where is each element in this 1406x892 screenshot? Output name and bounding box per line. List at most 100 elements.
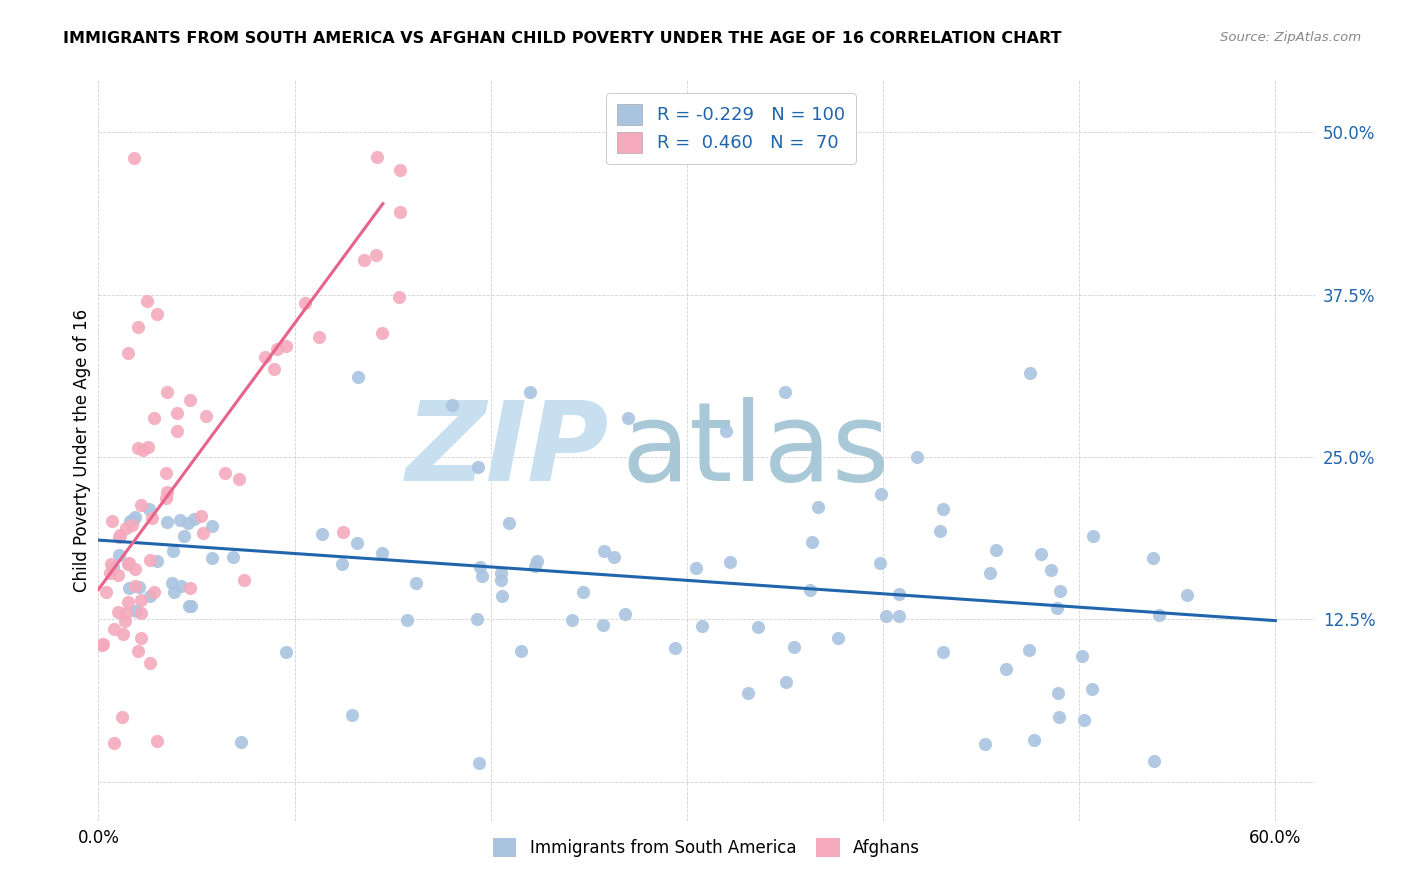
- Point: [120, 514, 142, 528]
- Point: [162, 544, 184, 558]
- Point: [101, 515, 124, 529]
- Point: [107, 606, 129, 620]
- Point: [139, 553, 162, 567]
- Point: [179, 599, 201, 614]
- Point: [1081, 681, 1104, 696]
- Point: [593, 544, 616, 558]
- Point: [887, 608, 910, 623]
- Point: [129, 606, 152, 620]
- Point: [124, 562, 146, 576]
- Point: [127, 320, 149, 334]
- Point: [114, 614, 136, 628]
- Point: [346, 369, 368, 384]
- Point: [179, 393, 201, 408]
- Point: [125, 604, 148, 618]
- Point: [115, 606, 138, 620]
- Point: [111, 710, 134, 724]
- Point: [112, 626, 135, 640]
- Point: [233, 573, 256, 587]
- Point: [107, 549, 129, 563]
- Legend: Immigrants from South America, Afghans: Immigrants from South America, Afghans: [486, 831, 927, 864]
- Point: [156, 384, 179, 399]
- Point: [932, 645, 955, 659]
- Point: [143, 410, 166, 425]
- Point: [169, 579, 191, 593]
- Point: [1019, 366, 1042, 380]
- Point: [1029, 547, 1052, 561]
- Point: [142, 585, 165, 599]
- Point: [179, 581, 201, 595]
- Point: [467, 756, 489, 770]
- Point: [489, 573, 512, 587]
- Point: [465, 612, 488, 626]
- Point: [498, 516, 520, 531]
- Point: [228, 472, 250, 486]
- Text: Source: ZipAtlas.com: Source: ZipAtlas.com: [1220, 31, 1361, 45]
- Point: [889, 587, 911, 601]
- Point: [592, 617, 614, 632]
- Point: [103, 622, 125, 636]
- Point: [931, 502, 953, 516]
- Point: [1081, 529, 1104, 543]
- Point: [389, 162, 412, 177]
- Point: [875, 609, 897, 624]
- Point: [101, 560, 124, 574]
- Point: [1040, 563, 1063, 577]
- Point: [405, 575, 427, 590]
- Point: [266, 342, 288, 356]
- Point: [155, 491, 177, 505]
- Text: IMMIGRANTS FROM SOUTH AMERICA VS AFGHAN CHILD POVERTY UNDER THE AGE OF 16 CORREL: IMMIGRANTS FROM SOUTH AMERICA VS AFGHAN …: [63, 31, 1062, 46]
- Point: [1143, 754, 1166, 768]
- Point: [156, 515, 179, 529]
- Point: [145, 734, 167, 748]
- Point: [94, 584, 117, 599]
- Y-axis label: Child Poverty Under the Age of 16: Child Poverty Under the Age of 16: [73, 309, 91, 592]
- Point: [138, 656, 160, 670]
- Point: [364, 247, 387, 261]
- Point: [775, 674, 797, 689]
- Point: [603, 549, 626, 564]
- Point: [173, 529, 195, 543]
- Point: [718, 556, 741, 570]
- Point: [115, 521, 138, 535]
- Point: [132, 443, 155, 458]
- Point: [773, 384, 796, 399]
- Point: [799, 583, 821, 598]
- Point: [1046, 686, 1069, 700]
- Point: [366, 150, 388, 164]
- Point: [974, 737, 997, 751]
- Point: [156, 485, 179, 500]
- Point: [346, 536, 368, 550]
- Point: [129, 498, 152, 512]
- Point: [195, 409, 218, 423]
- Point: [121, 513, 143, 527]
- Point: [685, 561, 707, 575]
- Point: [614, 607, 637, 622]
- Point: [127, 442, 149, 456]
- Point: [166, 424, 188, 438]
- Point: [617, 411, 640, 425]
- Point: [737, 686, 759, 700]
- Point: [294, 296, 316, 310]
- Point: [166, 406, 188, 420]
- Point: [183, 512, 205, 526]
- Point: [1047, 710, 1070, 724]
- Point: [1147, 608, 1170, 623]
- Point: [254, 350, 277, 364]
- Point: [117, 581, 139, 595]
- Point: [491, 590, 513, 604]
- Point: [342, 708, 364, 723]
- Point: [1073, 713, 1095, 727]
- Point: [91, 637, 114, 651]
- Point: [214, 467, 236, 481]
- Point: [571, 585, 593, 599]
- Point: [117, 346, 139, 360]
- Point: [1046, 601, 1069, 615]
- Point: [869, 557, 891, 571]
- Point: [117, 557, 139, 571]
- Point: [929, 524, 952, 538]
- Point: [191, 526, 214, 541]
- Point: [747, 620, 769, 634]
- Point: [526, 554, 548, 568]
- Point: [979, 566, 1001, 580]
